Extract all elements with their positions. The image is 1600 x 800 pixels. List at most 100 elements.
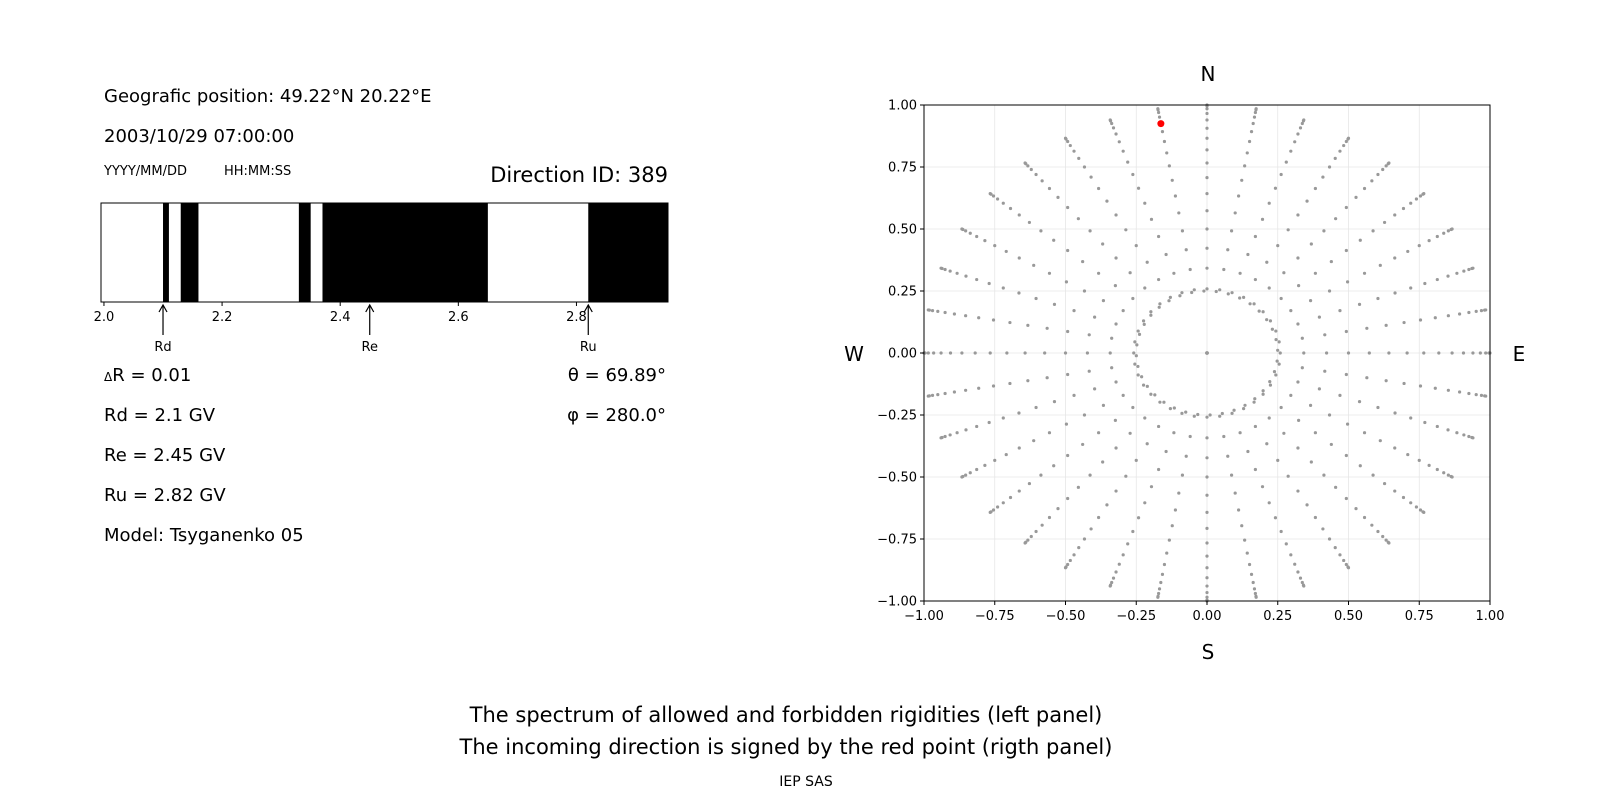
direction-grid-point	[964, 473, 968, 477]
direction-grid-point	[1145, 442, 1149, 446]
direction-grid-point	[936, 309, 940, 314]
direction-grid-point	[1298, 126, 1303, 130]
spectrum-border	[100, 202, 669, 303]
direction-grid-point	[1279, 405, 1283, 410]
direction-grid-point	[1321, 175, 1325, 179]
direction-grid-point	[1433, 386, 1437, 390]
direction-grid-point	[1344, 562, 1348, 567]
direction-grid-point	[1251, 580, 1255, 585]
direction-grid-point	[1205, 541, 1209, 545]
direction-grid-point	[1165, 551, 1169, 555]
direction-grid-point	[1077, 546, 1081, 550]
direction-grid-point	[1409, 416, 1413, 420]
direction-grid-point	[1261, 392, 1265, 396]
direction-grid-point	[1273, 186, 1278, 190]
direction-grid-point	[1387, 161, 1391, 165]
polar-y-tick-label: 0.25	[888, 285, 917, 300]
direction-grid-point	[1446, 473, 1450, 477]
direction-grid-point	[1384, 538, 1388, 542]
direction-grid-point	[1246, 449, 1250, 454]
direction-grid-point	[995, 505, 1000, 509]
direction-grid-point	[1300, 121, 1304, 126]
direction-grid-point	[1205, 136, 1209, 140]
direction-grid-point	[1202, 289, 1206, 293]
direction-grid-point	[1296, 256, 1300, 260]
direction-grid-point	[1136, 364, 1140, 369]
direction-grid-point	[1387, 541, 1391, 545]
direction-grid-point	[1173, 194, 1178, 198]
direction-grid-point	[1442, 231, 1446, 235]
direction-grid-point	[1370, 179, 1374, 183]
direction-grid-point	[1247, 139, 1252, 144]
direction-grid-point	[1131, 296, 1135, 301]
direction-grid-point	[1164, 252, 1168, 257]
direction-grid-point	[1145, 384, 1149, 388]
direction-grid-point	[1108, 584, 1112, 588]
direction-grid-point	[1245, 551, 1249, 555]
direction-grid-point	[1093, 315, 1097, 319]
direction-grid-point	[1205, 246, 1209, 250]
direction-grid-point	[1435, 277, 1439, 282]
direction-grid-point	[1168, 406, 1172, 411]
direction-grid-point	[1302, 584, 1306, 588]
direction-grid-point	[1172, 406, 1176, 410]
direction-grid-point	[1409, 286, 1413, 290]
direction-grid-point	[1378, 263, 1382, 267]
direction-grid-point	[964, 274, 968, 278]
polar-x-tick-label: 1.00	[1476, 609, 1505, 624]
direction-grid-point	[1358, 238, 1362, 242]
direction-grid-point	[1467, 267, 1471, 272]
direction-grid-point	[1437, 351, 1441, 355]
direction-grid-point	[1254, 595, 1258, 599]
direction-grid-point	[1004, 249, 1008, 254]
direction-grid-point	[1017, 411, 1021, 415]
direction-grid-point	[1345, 280, 1350, 284]
direction-grid-point	[1088, 473, 1092, 477]
compass-east: E	[1512, 342, 1526, 366]
direction-grid-point	[1180, 473, 1185, 477]
direction-grid-point	[1296, 570, 1300, 574]
direction-grid-point	[1108, 118, 1112, 122]
direction-grid-point	[1297, 284, 1301, 288]
direction-grid-point	[1114, 489, 1118, 493]
direction-grid-point	[1226, 292, 1230, 296]
polar-x-tick-label: 0.00	[1193, 609, 1222, 624]
direction-grid-point	[1032, 439, 1036, 443]
date-format-label: YYYY/MM/DD	[104, 164, 187, 179]
direction-grid-point	[955, 431, 959, 435]
direction-grid-point	[1066, 329, 1070, 334]
direction-grid-point	[1418, 384, 1423, 388]
direction-grid-point	[1052, 464, 1056, 468]
direction-grid-point	[1446, 274, 1450, 278]
direction-grid-point	[1105, 199, 1109, 203]
direction-grid-point	[1097, 515, 1101, 520]
direction-grid-point	[1157, 591, 1161, 596]
direction-grid-point	[1205, 126, 1209, 130]
direction-grid-point	[1414, 197, 1419, 201]
direction-grid-point	[1066, 205, 1070, 210]
direction-grid-point	[1370, 523, 1374, 527]
direction-grid-point	[1462, 433, 1466, 437]
direction-grid-point	[1265, 442, 1269, 446]
direction-grid-point	[1208, 413, 1212, 417]
direction-grid-point	[1134, 458, 1138, 462]
direction-grid-point	[1043, 351, 1047, 355]
direction-grid-point	[1289, 149, 1293, 153]
direction-grid-point	[1249, 572, 1254, 576]
direction-grid-point	[1063, 351, 1068, 355]
direction-grid-point	[1365, 376, 1369, 380]
direction-grid-point	[1313, 431, 1317, 435]
direction-grid-point	[1393, 411, 1397, 415]
direction-grid-point	[1136, 373, 1140, 377]
direction-grid-point	[1344, 372, 1348, 377]
direction-grid-point	[1205, 191, 1209, 196]
direction-grid-point	[1149, 313, 1153, 317]
direction-grid-point	[1184, 248, 1188, 252]
direction-grid-point	[991, 384, 996, 388]
direction-grid-point	[1126, 542, 1130, 546]
polar-y-tick-label: 1.00	[888, 99, 917, 114]
direction-grid-point	[1381, 167, 1385, 172]
direction-grid-point	[1190, 290, 1194, 295]
direction-grid-point	[1164, 449, 1168, 454]
direction-grid-point	[1342, 558, 1346, 563]
